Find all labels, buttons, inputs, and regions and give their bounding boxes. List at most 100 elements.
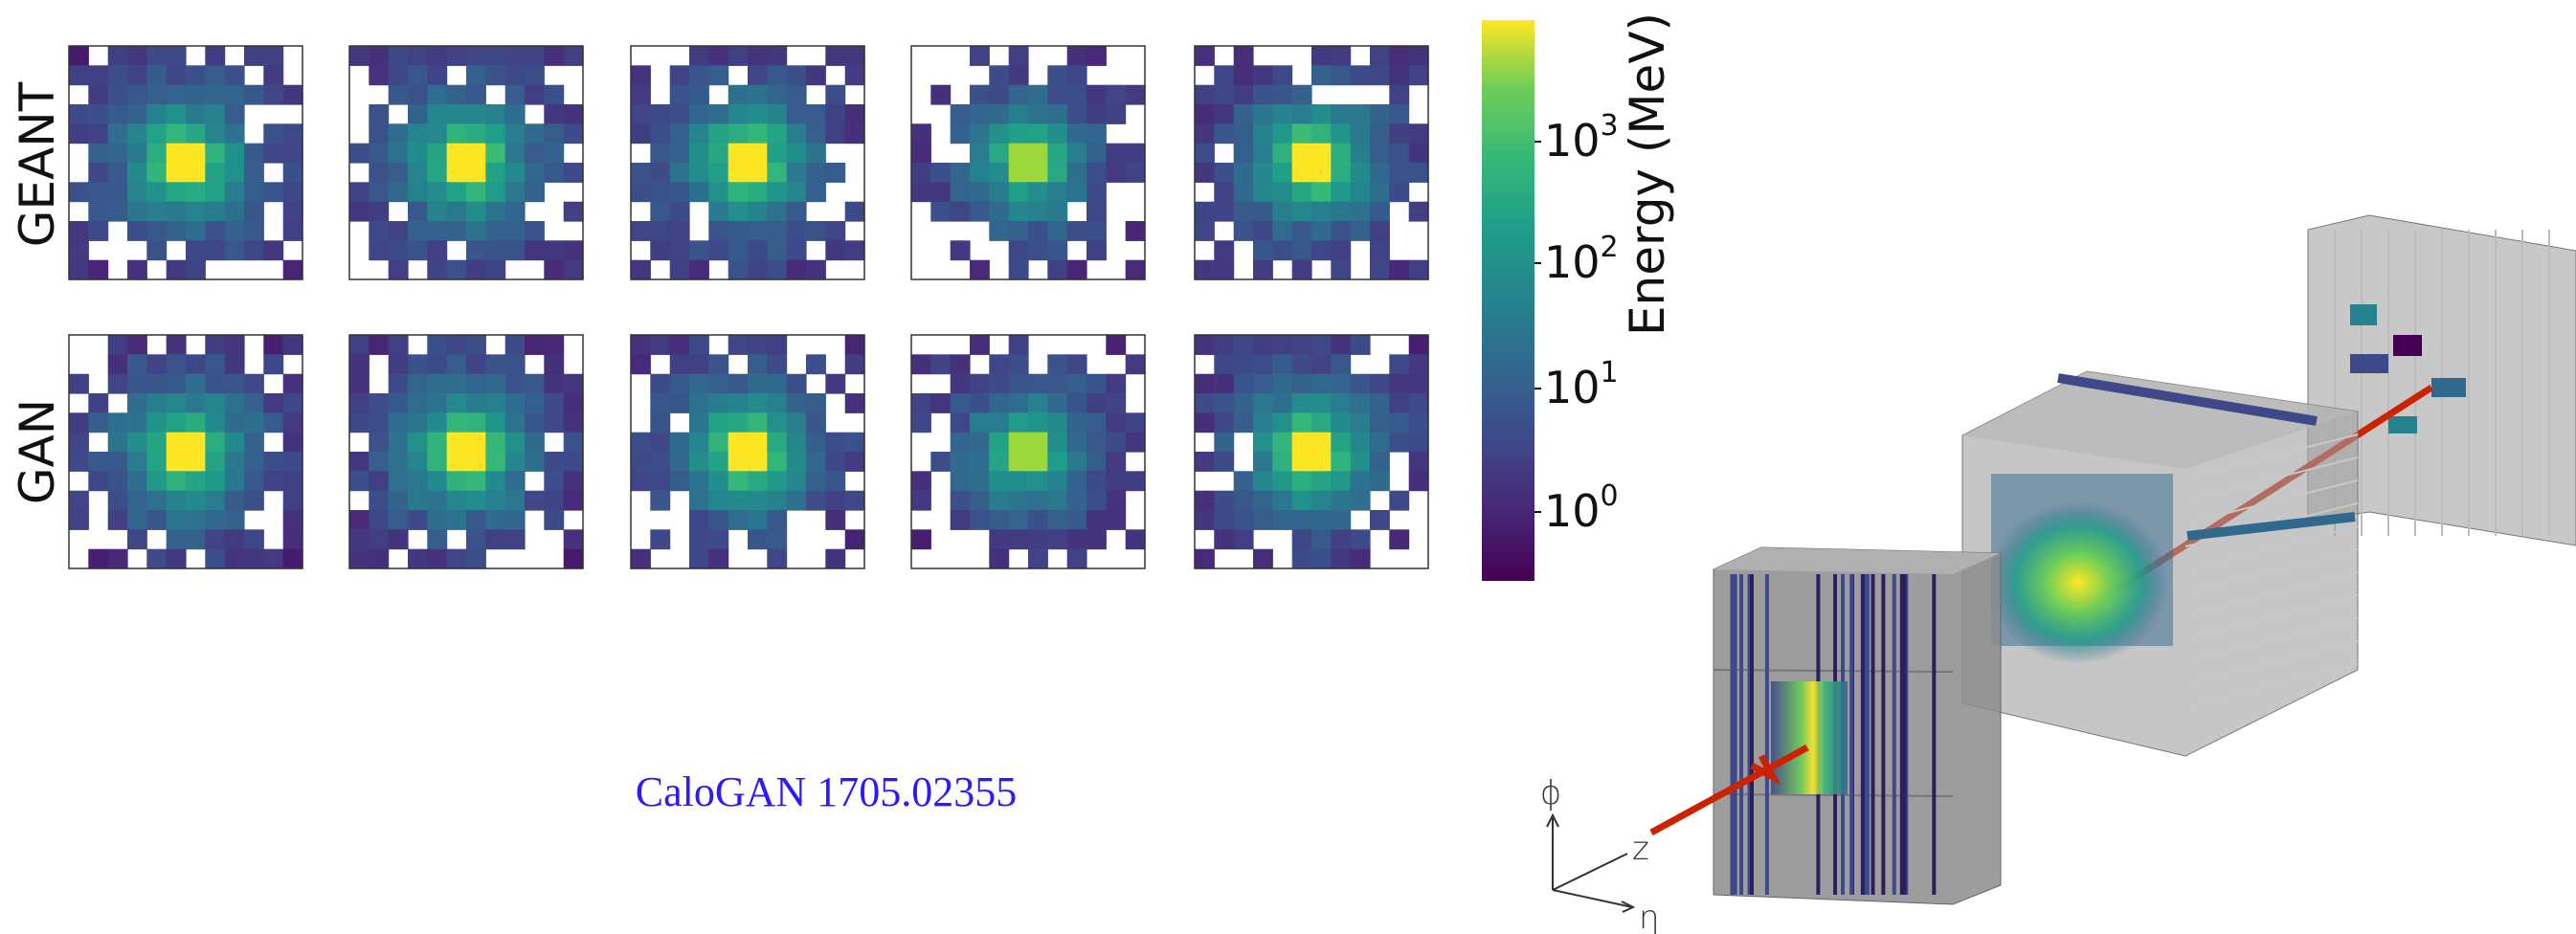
heatmap-cell [146,549,167,569]
heatmap-cell [544,393,564,413]
heatmap-cell [466,491,486,511]
heatmap-cell [1234,202,1254,222]
heatmap-cell [466,202,486,222]
heatmap-cell [369,123,389,144]
heatmap-cell [767,354,787,374]
heatmap-cell [1067,471,1087,491]
heatmap-cell [670,65,690,85]
heatmap-cell [951,163,971,183]
heatmap-cell [466,471,486,491]
heatmap-cell [767,144,787,164]
heatmap-cell [1126,471,1146,491]
heatmap-cell [1009,240,1029,260]
heatmap-cell [466,529,486,549]
heatmap-cell [146,163,167,183]
heatmap-cell [544,240,564,260]
heatmap [349,335,584,569]
heatmap-cell [1047,510,1067,530]
heatmap-cell [787,452,807,472]
heatmap-cell [1086,123,1107,144]
heatmap-cell [728,221,749,241]
heatmap-cell [525,46,545,66]
heatmap-cell [447,471,467,491]
axis-label: ϕ [1540,774,1561,812]
heatmap-cell [951,491,971,511]
heatmap-cell [389,471,409,491]
heatmap-cell [186,491,206,511]
heatmap-cell [244,412,264,433]
heatmap-cell [1253,163,1273,183]
heatmap-cell [427,393,447,413]
heatmap-cell [408,182,428,202]
heatmap-cell [225,354,245,374]
heatmap-cell [670,104,690,124]
heatmap-cell [505,104,526,124]
heatmap-cell [389,144,409,164]
heatmap-cell [670,335,690,355]
heatmap-cell [689,452,709,472]
heatmap-cell [447,335,467,355]
heatmap-cell [349,510,370,530]
caption: CaloGAN 1705.02355 [636,768,1017,815]
heatmap-cell [1009,491,1029,511]
heatmap-cell [146,374,167,394]
heatmap-cell [1409,144,1429,164]
heatmap-cell [283,85,303,105]
heatmap-cell [408,510,428,530]
heatmap-cell [689,529,709,549]
heatmap-cell [845,240,865,260]
heatmap-cell [951,123,971,144]
heatmap-cell [631,123,651,144]
heatmap-cell [389,510,409,530]
heatmap-cell [1047,202,1067,222]
heatmap-cell [186,354,206,374]
heatmap-cell [845,104,865,124]
heatmap-cell [263,240,283,260]
heatmap-cell [1409,163,1429,183]
heatmap-cell [1331,260,1351,280]
heatmap-cell [427,412,447,433]
heatmap-cell [427,260,447,280]
heatmap-cell [631,85,651,105]
heatmap-cell [1311,471,1332,491]
heatmap-cell [408,144,428,164]
heatmap-cell [146,144,167,164]
heatmap-cell [1370,123,1390,144]
heatmap-cell [466,335,486,355]
heatmap-cell [69,491,89,511]
heatmap-cell [806,65,826,85]
heatmap-cell [1253,549,1273,569]
heatmap-cell [1253,260,1273,280]
heatmap-cell [1214,374,1234,394]
heatmap-cell [1009,65,1029,85]
heatmap-cell [970,471,990,491]
heatmap-cell [1351,433,1371,453]
heatmap-cell [167,433,187,453]
heatmap-cell [728,471,749,491]
heatmap-cell [447,549,467,569]
heatmap-cell [205,163,225,183]
heatmap-cell [1389,529,1409,549]
heatmap-cell [825,163,845,183]
heatmap-cell [263,452,283,472]
heatmap-cell [1086,85,1107,105]
heatmap-cell [1292,471,1312,491]
heatmap-cell [845,433,865,453]
heatmap-cell [1067,260,1087,280]
heatmap-cell [1389,374,1409,394]
heatmap-cell [1067,510,1087,530]
heatmap-cell [263,393,283,413]
heatmap-cell [1047,163,1067,183]
heatmap-cell [244,202,264,222]
heatmap-cell [369,46,389,66]
heatmap-cell [88,163,108,183]
heatmap-cell [427,65,447,85]
heatmap-cell [1086,104,1107,124]
heatmap-cell [349,412,370,433]
heatmap-cell [88,202,108,222]
heatmap-cell [564,260,584,280]
heatmap-cell [1009,452,1029,472]
heatmap-cell [466,104,486,124]
heatmap-cell [485,433,505,453]
row-label: GAN [10,399,65,504]
